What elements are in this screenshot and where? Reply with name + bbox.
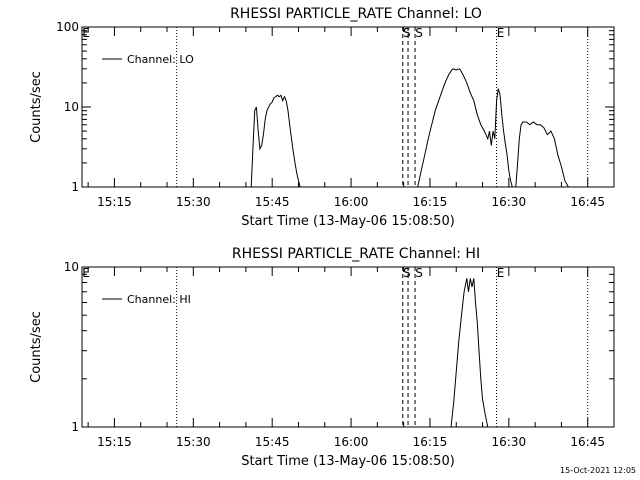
y-axis-label: Counts/sec <box>29 71 44 143</box>
y-tick-label: 1 <box>71 180 79 194</box>
series-line-segment <box>451 278 488 427</box>
series-line-segment <box>251 95 300 187</box>
x-tick-label: 16:00 <box>334 195 369 209</box>
y-tick-label: 10 <box>64 100 79 114</box>
legend-entry: Channel: LO <box>127 53 194 66</box>
x-tick-label: 15:15 <box>97 435 132 449</box>
x-tick-label: 16:45 <box>570 435 605 449</box>
x-tick-label: 15:30 <box>176 435 211 449</box>
event-marker-label: S <box>403 266 411 280</box>
x-tick-label: 16:15 <box>413 195 448 209</box>
panel-lo: RHESSI PARTICLE_RATE Channel: LO Counts/s… <box>29 6 614 229</box>
y-tick-label: 10 <box>64 260 79 274</box>
event-marker-label: S <box>415 266 423 280</box>
event-marker-label: S <box>415 26 423 40</box>
x-axis-label: Start Time (13-May-06 15:08:50) <box>241 454 455 469</box>
plot-frame <box>82 27 614 187</box>
event-marker-label: E <box>82 26 90 40</box>
x-tick-label: 15:30 <box>176 195 211 209</box>
legend-entry: Channel: HI <box>127 293 191 306</box>
plot-timestamp: 15-Oct-2021 12:05 <box>560 466 636 475</box>
y-axis-label: Counts/sec <box>29 311 44 383</box>
event-marker-label: E <box>497 266 505 280</box>
chart-title: RHESSI PARTICLE_RATE Channel: HI <box>232 246 480 262</box>
x-tick-label: 16:00 <box>334 435 369 449</box>
y-tick-label: 1 <box>71 420 79 434</box>
event-marker-label: S <box>403 26 411 40</box>
y-tick-label: 100 <box>56 20 79 34</box>
x-axis-label: Start Time (13-May-06 15:08:50) <box>241 214 455 229</box>
x-tick-label: 16:45 <box>570 195 605 209</box>
series-line-segment <box>516 122 569 187</box>
event-marker-label: E <box>497 26 505 40</box>
panel-hi: RHESSI PARTICLE_RATE Channel: HI Counts/s… <box>29 246 614 469</box>
series-line-segment <box>418 69 514 187</box>
plot-frame <box>82 267 614 427</box>
x-tick-label: 16:30 <box>492 195 527 209</box>
x-tick-label: 15:45 <box>255 435 290 449</box>
x-tick-label: 16:15 <box>413 435 448 449</box>
x-tick-label: 15:45 <box>255 195 290 209</box>
event-marker-label: E <box>82 266 90 280</box>
x-tick-label: 15:15 <box>97 195 132 209</box>
x-tick-label: 16:30 <box>492 435 527 449</box>
chart-title: RHESSI PARTICLE_RATE Channel: LO <box>230 6 482 22</box>
